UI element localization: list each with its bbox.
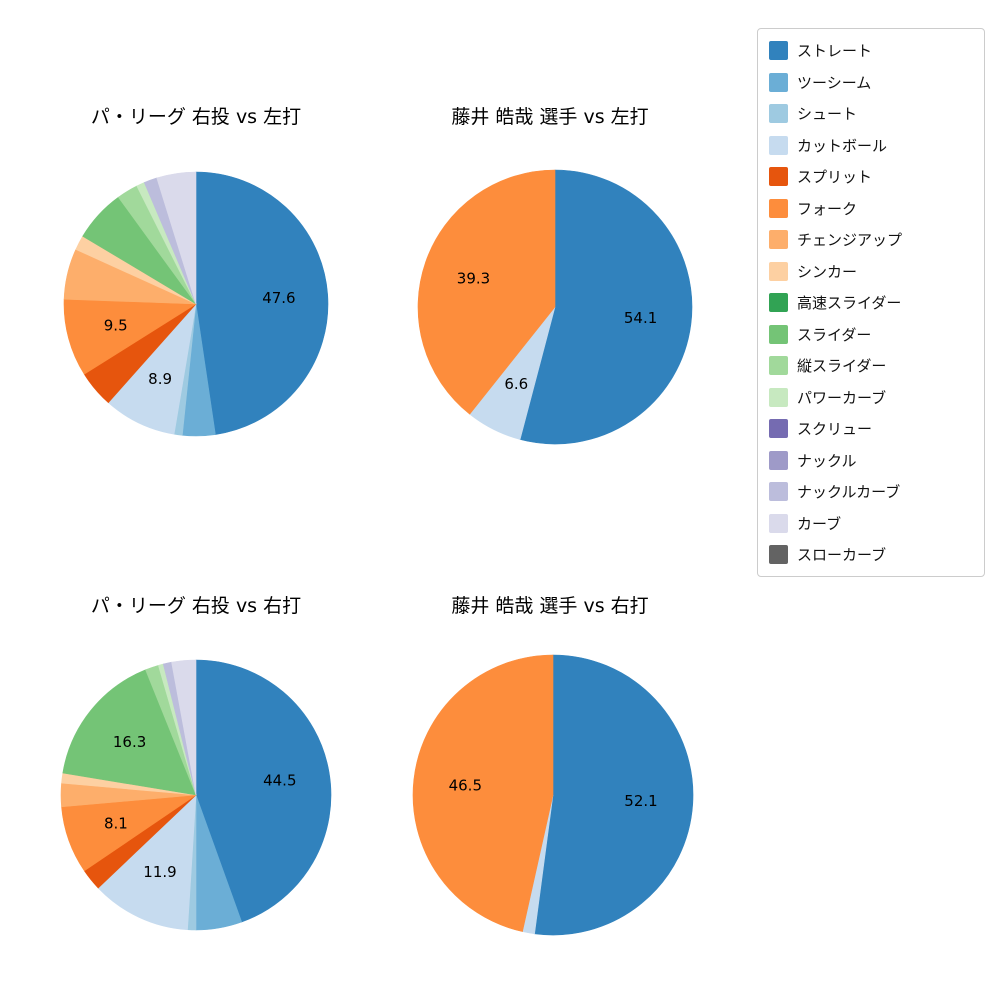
legend-label: スプリット [797, 168, 873, 186]
title-fujii-vs-rhb: 藤井 皓哉 選手 vs 右打 [451, 595, 649, 617]
legend-item: パワーカーブ [769, 387, 974, 408]
legend-item: スローカーブ [769, 544, 974, 565]
legend-item: 縦スライダー [769, 355, 974, 376]
pie-slice [417, 169, 556, 415]
legend-item: フォーク [769, 198, 974, 219]
legend-swatch [769, 545, 788, 564]
pie-slice [412, 654, 554, 932]
legend-label: チェンジアップ [797, 231, 903, 249]
legend-label: スクリュー [797, 420, 873, 438]
title-pa-league-rhp-vs-lhb: パ・リーグ 右投 vs 左打 [90, 106, 302, 128]
pct-label: 39.3 [457, 270, 490, 288]
legend-label: 高速スライダー [797, 294, 902, 312]
legend-swatch [769, 41, 788, 60]
legend-swatch [769, 419, 788, 438]
legend-item: スクリュー [769, 418, 974, 439]
pct-label: 11.9 [143, 863, 176, 881]
pct-label: 9.5 [104, 317, 128, 335]
legend-swatch [769, 72, 788, 92]
legend-swatch [769, 230, 788, 249]
pct-label: 44.5 [263, 771, 296, 789]
pie-chart-3: 44.5 11.9 8.1 16.3 [60, 659, 332, 931]
pie-slice [519, 169, 693, 445]
pie-slice [195, 659, 332, 923]
pie-slice [97, 794, 197, 931]
legend-label: シンカー [797, 262, 858, 281]
pie-chart-4: 52.1 46.5 [412, 654, 694, 936]
legend-swatch [769, 167, 788, 186]
legend-label: 縦スライダー [797, 357, 887, 375]
legend-items: ストレートツーシームシュートカットボール スプリットフォークチェンジアップ シンカー… [769, 40, 974, 565]
legend-label: パワーカーブ [797, 388, 887, 407]
pie-slice [63, 298, 197, 375]
legend-label: フォーク [797, 199, 858, 218]
pie-slice [156, 171, 197, 305]
legend-label: カーブ [797, 514, 842, 533]
legend-swatch [769, 356, 788, 375]
pie-slice [62, 669, 197, 796]
legend-label: シュート [797, 105, 858, 123]
legend-item: スライダー [769, 324, 974, 345]
legend-item: ナックルカーブ [769, 481, 974, 502]
legend-item: ツーシーム [769, 72, 974, 93]
legend: ストレートツーシームシュートカットボール スプリットフォークチェンジアップ シンカー… [757, 28, 985, 577]
pct-label: 8.1 [104, 815, 128, 833]
legend-label: スライダー [797, 325, 872, 344]
legend-item: カットボール [769, 135, 974, 156]
legend-swatch [769, 104, 788, 123]
legend-item: シュート [769, 103, 974, 124]
pct-label: 6.6 [504, 375, 528, 393]
pie-chart-2: 54.1 6.6 39.3 [417, 169, 693, 445]
legend-swatch [769, 293, 788, 312]
legend-item: スプリット [769, 166, 974, 187]
legend-item: カーブ [769, 513, 974, 534]
legend-label: スローカーブ [797, 546, 887, 564]
legend-item: 高速スライダー [769, 292, 974, 313]
legend-item: ナックル [769, 450, 974, 471]
legend-item: チェンジアップ [769, 229, 974, 250]
legend-label: ツーシーム [797, 73, 872, 92]
pct-label: 16.3 [113, 733, 146, 751]
pie-slice [534, 654, 694, 936]
pct-label: 46.5 [449, 776, 482, 794]
pct-label: 47.6 [262, 289, 295, 307]
pie-chart-1: 47.6 8.9 9.5 [63, 171, 329, 437]
legend-swatch [769, 482, 788, 501]
legend-swatch [769, 387, 788, 407]
legend-swatch [769, 135, 788, 155]
pie-slice [171, 659, 197, 796]
legend-label: ナックル [797, 451, 857, 470]
title-fujii-vs-lhb: 藤井 皓哉 選手 vs 左打 [451, 106, 649, 128]
legend-item: ストレート [769, 40, 974, 61]
legend-label: カットボール [797, 136, 888, 155]
pct-label: 8.9 [148, 370, 172, 388]
legend-swatch [769, 261, 788, 281]
pct-label: 54.1 [624, 309, 657, 327]
legend-swatch [769, 324, 788, 344]
pct-label: 52.1 [624, 792, 657, 810]
legend-swatch [769, 198, 788, 218]
legend-swatch [769, 450, 788, 470]
pie-slice [195, 171, 329, 435]
title-pa-league-rhp-vs-rhb: パ・リーグ 右投 vs 右打 [90, 595, 302, 617]
legend-item: シンカー [769, 261, 974, 282]
legend-label: ナックルカーブ [797, 483, 901, 501]
legend-label: ストレート [797, 42, 873, 60]
legend-swatch [769, 513, 788, 533]
